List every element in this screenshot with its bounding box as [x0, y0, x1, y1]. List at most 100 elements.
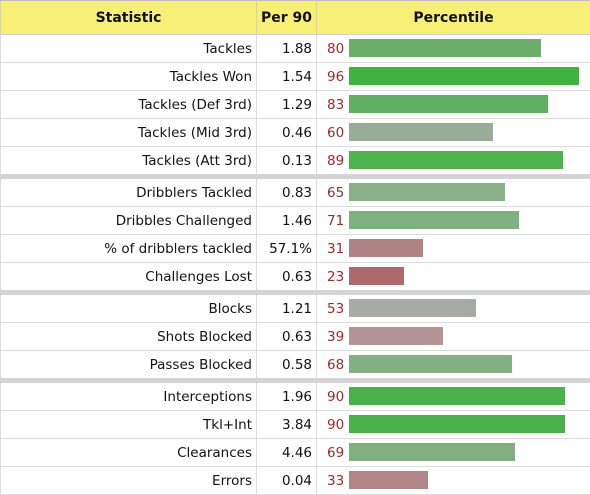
table-row: Tackles (Def 3rd)1.29 83: [1, 91, 590, 119]
per90-cell: 57.1%: [257, 235, 317, 263]
per90-cell: 0.63: [257, 323, 317, 351]
percentile-bar: [349, 327, 443, 345]
percentile-value: 23: [327, 269, 344, 285]
percentile-bar: [349, 267, 404, 285]
percentile-bar: [349, 123, 493, 141]
percentile-bar: [349, 443, 515, 461]
percentile-bar: [349, 239, 423, 257]
per90-cell: 4.46: [257, 439, 317, 467]
percentile-cell: 31: [317, 235, 590, 263]
percentile-bar: [349, 151, 563, 169]
percentile-bar: [349, 387, 565, 405]
percentile-bar: [349, 415, 565, 433]
stat-name-cell: Shots Blocked: [1, 323, 257, 351]
stat-name-cell: Tkl+Int: [1, 411, 257, 439]
stat-name-cell: Clearances: [1, 439, 257, 467]
percentile-cell: 96: [317, 63, 590, 91]
percentile-value: 69: [327, 445, 344, 461]
percentile-bar: [349, 67, 579, 85]
percentile-cell: 80: [317, 35, 590, 63]
per90-cell: 0.83: [257, 177, 317, 207]
per90-cell: 0.46: [257, 119, 317, 147]
percentile-value: 53: [327, 301, 344, 317]
percentile-cell: 90: [317, 381, 590, 411]
percentile-cell: 90: [317, 411, 590, 439]
percentile-bar: [349, 183, 505, 201]
per90-cell: 3.84: [257, 411, 317, 439]
percentile-cell: 89: [317, 147, 590, 177]
percentile-cell: 68: [317, 351, 590, 381]
percentile-cell: 69: [317, 439, 590, 467]
percentile-value: 90: [327, 389, 344, 405]
percentile-value: 68: [327, 357, 344, 373]
table-row: Tackles (Mid 3rd)0.46 60: [1, 119, 590, 147]
stat-name-cell: % of dribblers tackled: [1, 235, 257, 263]
percentile-bar: [349, 471, 428, 489]
per90-cell: 0.13: [257, 147, 317, 177]
percentile-cell: 33: [317, 467, 590, 495]
per90-cell: 0.58: [257, 351, 317, 381]
percentile-value: 71: [327, 213, 344, 229]
stat-name-cell: Passes Blocked: [1, 351, 257, 381]
per90-cell: 1.21: [257, 293, 317, 323]
percentile-cell: 60: [317, 119, 590, 147]
stat-name-cell: Tackles (Mid 3rd): [1, 119, 257, 147]
percentile-value: 90: [327, 417, 344, 433]
percentile-bar: [349, 355, 512, 373]
percentile-bar: [349, 211, 519, 229]
stat-name-cell: Blocks: [1, 293, 257, 323]
percentile-bar: [349, 95, 548, 113]
header-row: Statistic Per 90 Percentile: [1, 1, 590, 35]
percentile-cell: 65: [317, 177, 590, 207]
per90-cell: 0.63: [257, 263, 317, 293]
per90-cell: 1.54: [257, 63, 317, 91]
percentile-value: 33: [327, 473, 344, 489]
percentile-cell: 71: [317, 207, 590, 235]
percentile-cell: 39: [317, 323, 590, 351]
per90-cell: 1.29: [257, 91, 317, 119]
percentile-value: 39: [327, 329, 344, 345]
percentile-value: 96: [327, 69, 344, 85]
percentile-value: 31: [327, 241, 344, 257]
per90-cell: 1.88: [257, 35, 317, 63]
percentile-value: 60: [327, 125, 344, 141]
stat-name-cell: Errors: [1, 467, 257, 495]
stat-name-cell: Interceptions: [1, 381, 257, 411]
percentile-cell: 83: [317, 91, 590, 119]
per90-cell: 1.96: [257, 381, 317, 411]
percentile-value: 89: [327, 153, 344, 169]
percentile-cell: 53: [317, 293, 590, 323]
stat-name-cell: Tackles: [1, 35, 257, 63]
column-header-statistic[interactable]: Statistic: [1, 1, 257, 35]
percentile-bar: [349, 299, 476, 317]
column-header-per90[interactable]: Per 90: [257, 1, 317, 35]
per90-cell: 0.04: [257, 467, 317, 495]
percentile-value: 83: [327, 97, 344, 113]
stat-name-cell: Tackles (Def 3rd): [1, 91, 257, 119]
stat-name-cell: Challenges Lost: [1, 263, 257, 293]
stat-name-cell: Tackles Won: [1, 63, 257, 91]
column-header-percentile[interactable]: Percentile: [317, 1, 590, 35]
per90-cell: 1.46: [257, 207, 317, 235]
percentile-value: 65: [327, 185, 344, 201]
stat-name-cell: Dribbles Challenged: [1, 207, 257, 235]
percentile-cell: 23: [317, 263, 590, 293]
stat-name-cell: Dribblers Tackled: [1, 177, 257, 207]
